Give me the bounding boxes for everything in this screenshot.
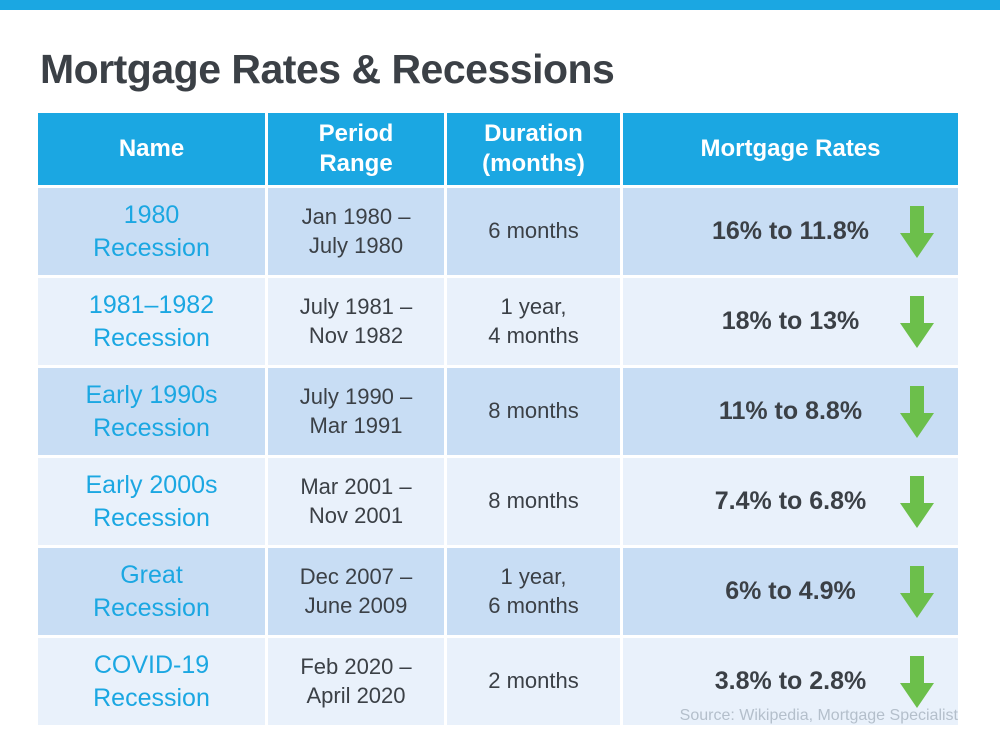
column-header-name: Name <box>38 113 265 185</box>
table-body: 1980 Recession Jan 1980 – July 1980 6 mo… <box>38 188 958 725</box>
rates-text: 7.4% to 6.8% <box>714 487 867 515</box>
table-row: 1981–1982 Recession July 1981 – Nov 1982… <box>38 278 958 365</box>
table-row: 1980 Recession Jan 1980 – July 1980 6 mo… <box>38 188 958 275</box>
period-range: Jan 1980 – July 1980 <box>268 188 444 275</box>
mortgage-rates: 18% to 13% <box>623 278 958 365</box>
recession-name: 1980 Recession <box>38 188 265 275</box>
down-arrow-icon <box>900 565 934 618</box>
duration: 6 months <box>447 188 620 275</box>
duration: 8 months <box>447 368 620 455</box>
rates-text: 16% to 11.8% <box>711 217 870 245</box>
column-header-period: Period Range <box>268 113 444 185</box>
rates-text: 18% to 13% <box>721 307 860 335</box>
rates-text: 6% to 4.9% <box>725 577 856 605</box>
down-arrow-icon <box>900 205 934 258</box>
period-range: Dec 2007 – June 2009 <box>268 548 444 635</box>
rates-text: 3.8% to 2.8% <box>714 667 867 695</box>
recession-name: Early 1990s Recession <box>38 368 265 455</box>
down-arrow-icon <box>900 655 934 708</box>
period-range: Mar 2001 – Nov 2001 <box>268 458 444 545</box>
mortgage-rates: 11% to 8.8% <box>623 368 958 455</box>
table-row: Early 1990s Recession July 1990 – Mar 19… <box>38 368 958 455</box>
period-range: Feb 2020 – April 2020 <box>268 638 444 725</box>
mortgage-rates: 7.4% to 6.8% <box>623 458 958 545</box>
source-attribution: Source: Wikipedia, Mortgage Specialist <box>679 707 958 724</box>
column-header-rates: Mortgage Rates <box>623 113 958 185</box>
duration: 1 year, 4 months <box>447 278 620 365</box>
table-row: Early 2000s Recession Mar 2001 – Nov 200… <box>38 458 958 545</box>
table-row: COVID-19 Recession Feb 2020 – April 2020… <box>38 638 958 725</box>
down-arrow-icon <box>900 385 934 438</box>
table-row: Great Recession Dec 2007 – June 2009 1 y… <box>38 548 958 635</box>
top-accent-bar <box>0 0 1000 10</box>
period-range: July 1990 – Mar 1991 <box>268 368 444 455</box>
down-arrow-icon <box>900 295 934 348</box>
down-arrow-icon <box>900 475 934 528</box>
recession-name: COVID-19 Recession <box>38 638 265 725</box>
period-range: July 1981 – Nov 1982 <box>268 278 444 365</box>
column-header-duration: Duration (months) <box>447 113 620 185</box>
header-row: Name Period Range Duration (months) Mort… <box>38 113 958 185</box>
recessions-table: Name Period Range Duration (months) Mort… <box>35 110 961 728</box>
recession-name: 1981–1982 Recession <box>38 278 265 365</box>
duration: 8 months <box>447 458 620 545</box>
rates-text: 11% to 8.8% <box>718 397 863 425</box>
mortgage-rates: 3.8% to 2.8% <box>623 638 958 725</box>
table-header: Name Period Range Duration (months) Mort… <box>38 113 958 185</box>
duration: 1 year, 6 months <box>447 548 620 635</box>
duration: 2 months <box>447 638 620 725</box>
mortgage-rates: 6% to 4.9% <box>623 548 958 635</box>
recession-name: Great Recession <box>38 548 265 635</box>
mortgage-rates: 16% to 11.8% <box>623 188 958 275</box>
page-title: Mortgage Rates & Recessions <box>40 46 615 92</box>
recession-name: Early 2000s Recession <box>38 458 265 545</box>
